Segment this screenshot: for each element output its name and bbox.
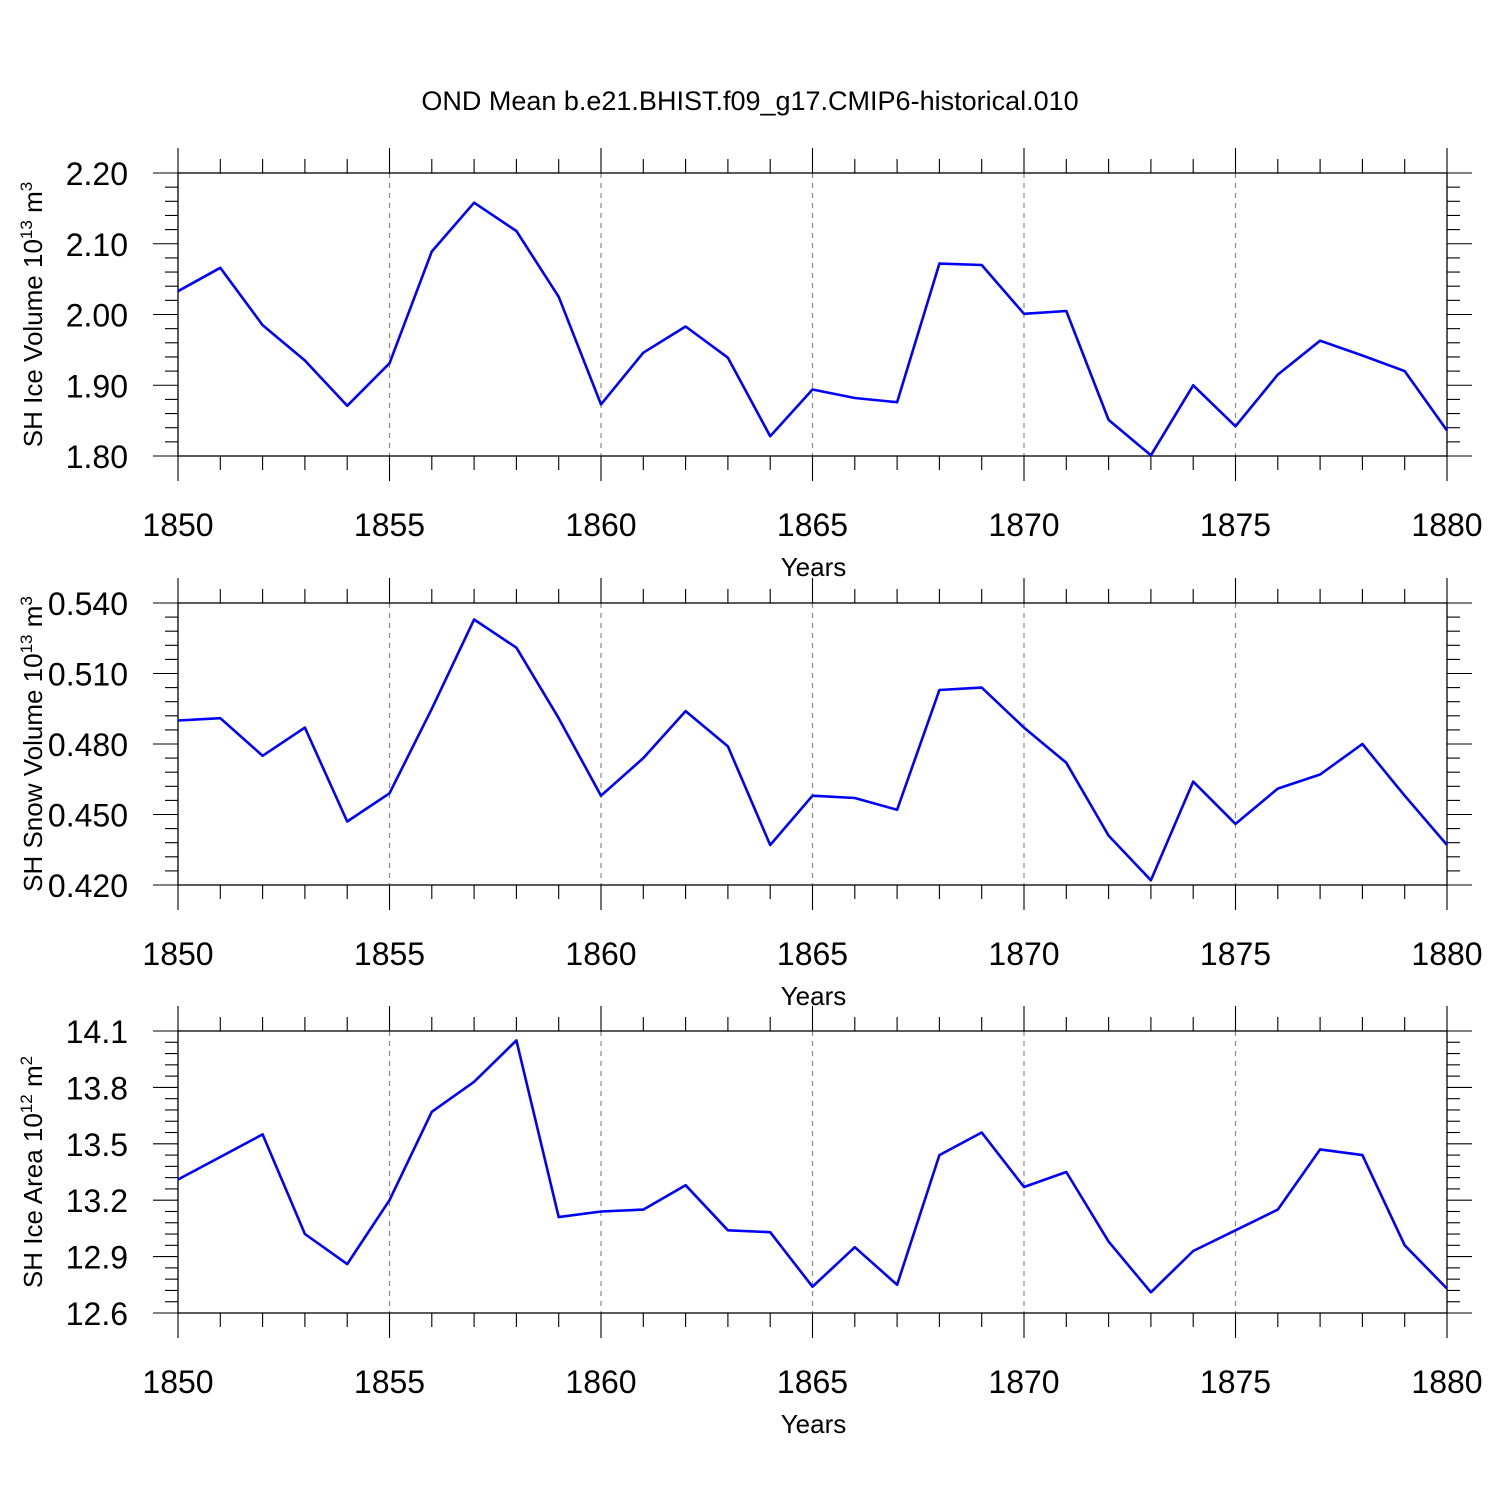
y-axis-title-unit-exponent: 3 [17,182,36,191]
series-line [178,620,1447,881]
y-tick-label: 2.20 [66,156,128,192]
x-tick-label: 1865 [777,1364,848,1400]
x-tick-label: 1855 [354,507,425,543]
x-axis-title: Years [781,552,847,582]
panel-3: 1850 1855 1860 1865 1870 1875 1880 12.6 12.9 13.2… [17,1006,1483,1439]
y-axis-title-text: SH Ice Area 10 [18,1113,48,1288]
x-tick-label: 1870 [988,1364,1059,1400]
x-tick-label: 1875 [1200,1364,1271,1400]
x-tick-label: 1870 [988,936,1059,972]
y-axis-title: SH Ice Area 1012 m2 [17,1056,48,1288]
y-tick-label: 12.9 [66,1240,128,1276]
x-tick-label: 1860 [565,1364,636,1400]
y-tick-label: 0.420 [48,868,128,904]
y-tick-label: 1.80 [66,439,128,475]
y-tick-label: 12.6 [66,1296,128,1332]
y-axis-title-unit: m [18,606,48,635]
y-axis-title-exponent: 12 [17,1094,36,1113]
panel-1: 1850 1855 1860 1865 1870 1875 1880 1.80 1.90 2.00… [17,148,1483,582]
x-tick-label: 1870 [988,507,1059,543]
y-tick-label: 0.450 [48,798,128,834]
x-tick-label: 1850 [142,1364,213,1400]
x-tick-label: 1865 [777,507,848,543]
y-tick-label: 2.00 [66,298,128,334]
x-tick-label: 1860 [565,507,636,543]
panel-2: 1850 1855 1860 1865 1870 1875 1880 0.420 0.450 0.… [17,578,1483,1011]
y-tick-label: 0.510 [48,657,128,693]
y-axis-title-unit-exponent: 3 [17,596,36,605]
y-tick-label: 0.480 [48,727,128,763]
y-tick-label: 13.8 [66,1070,128,1106]
y-axis-title-unit-exponent: 2 [17,1056,36,1065]
y-axis-title-text: SH Ice Volume 10 [18,239,48,447]
y-axis-title-unit: m [18,1065,48,1094]
x-tick-label: 1880 [1411,1364,1482,1400]
x-axis-title: Years [781,981,847,1011]
y-tick-label: 1.90 [66,368,128,404]
figure-title: OND Mean b.e21.BHIST.f09_g17.CMIP6-histo… [421,86,1078,116]
y-axis-title-exponent: 13 [17,634,36,653]
x-tick-label: 1875 [1200,936,1271,972]
x-tick-label: 1850 [142,507,213,543]
y-tick-label: 2.10 [66,227,128,263]
x-tick-label: 1865 [777,936,848,972]
x-tick-label: 1875 [1200,507,1271,543]
x-tick-label: 1860 [565,936,636,972]
x-tick-label: 1855 [354,1364,425,1400]
y-axis-title-text: SH Snow Volume 10 [18,653,48,891]
y-axis-title-unit: m [18,191,48,220]
x-tick-label: 1880 [1411,936,1482,972]
y-tick-label: 13.2 [66,1183,128,1219]
y-tick-label: 13.5 [66,1127,128,1163]
y-axis-title-exponent: 13 [17,220,36,239]
x-tick-label: 1880 [1411,507,1482,543]
y-axis-title: SH Snow Volume 1013 m3 [17,596,48,892]
y-tick-label: 14.1 [66,1014,128,1050]
x-axis-title: Years [781,1409,847,1439]
y-axis-title: SH Ice Volume 1013 m3 [17,182,48,447]
x-tick-label: 1855 [354,936,425,972]
x-tick-label: 1850 [142,936,213,972]
y-tick-label: 0.540 [48,586,128,622]
